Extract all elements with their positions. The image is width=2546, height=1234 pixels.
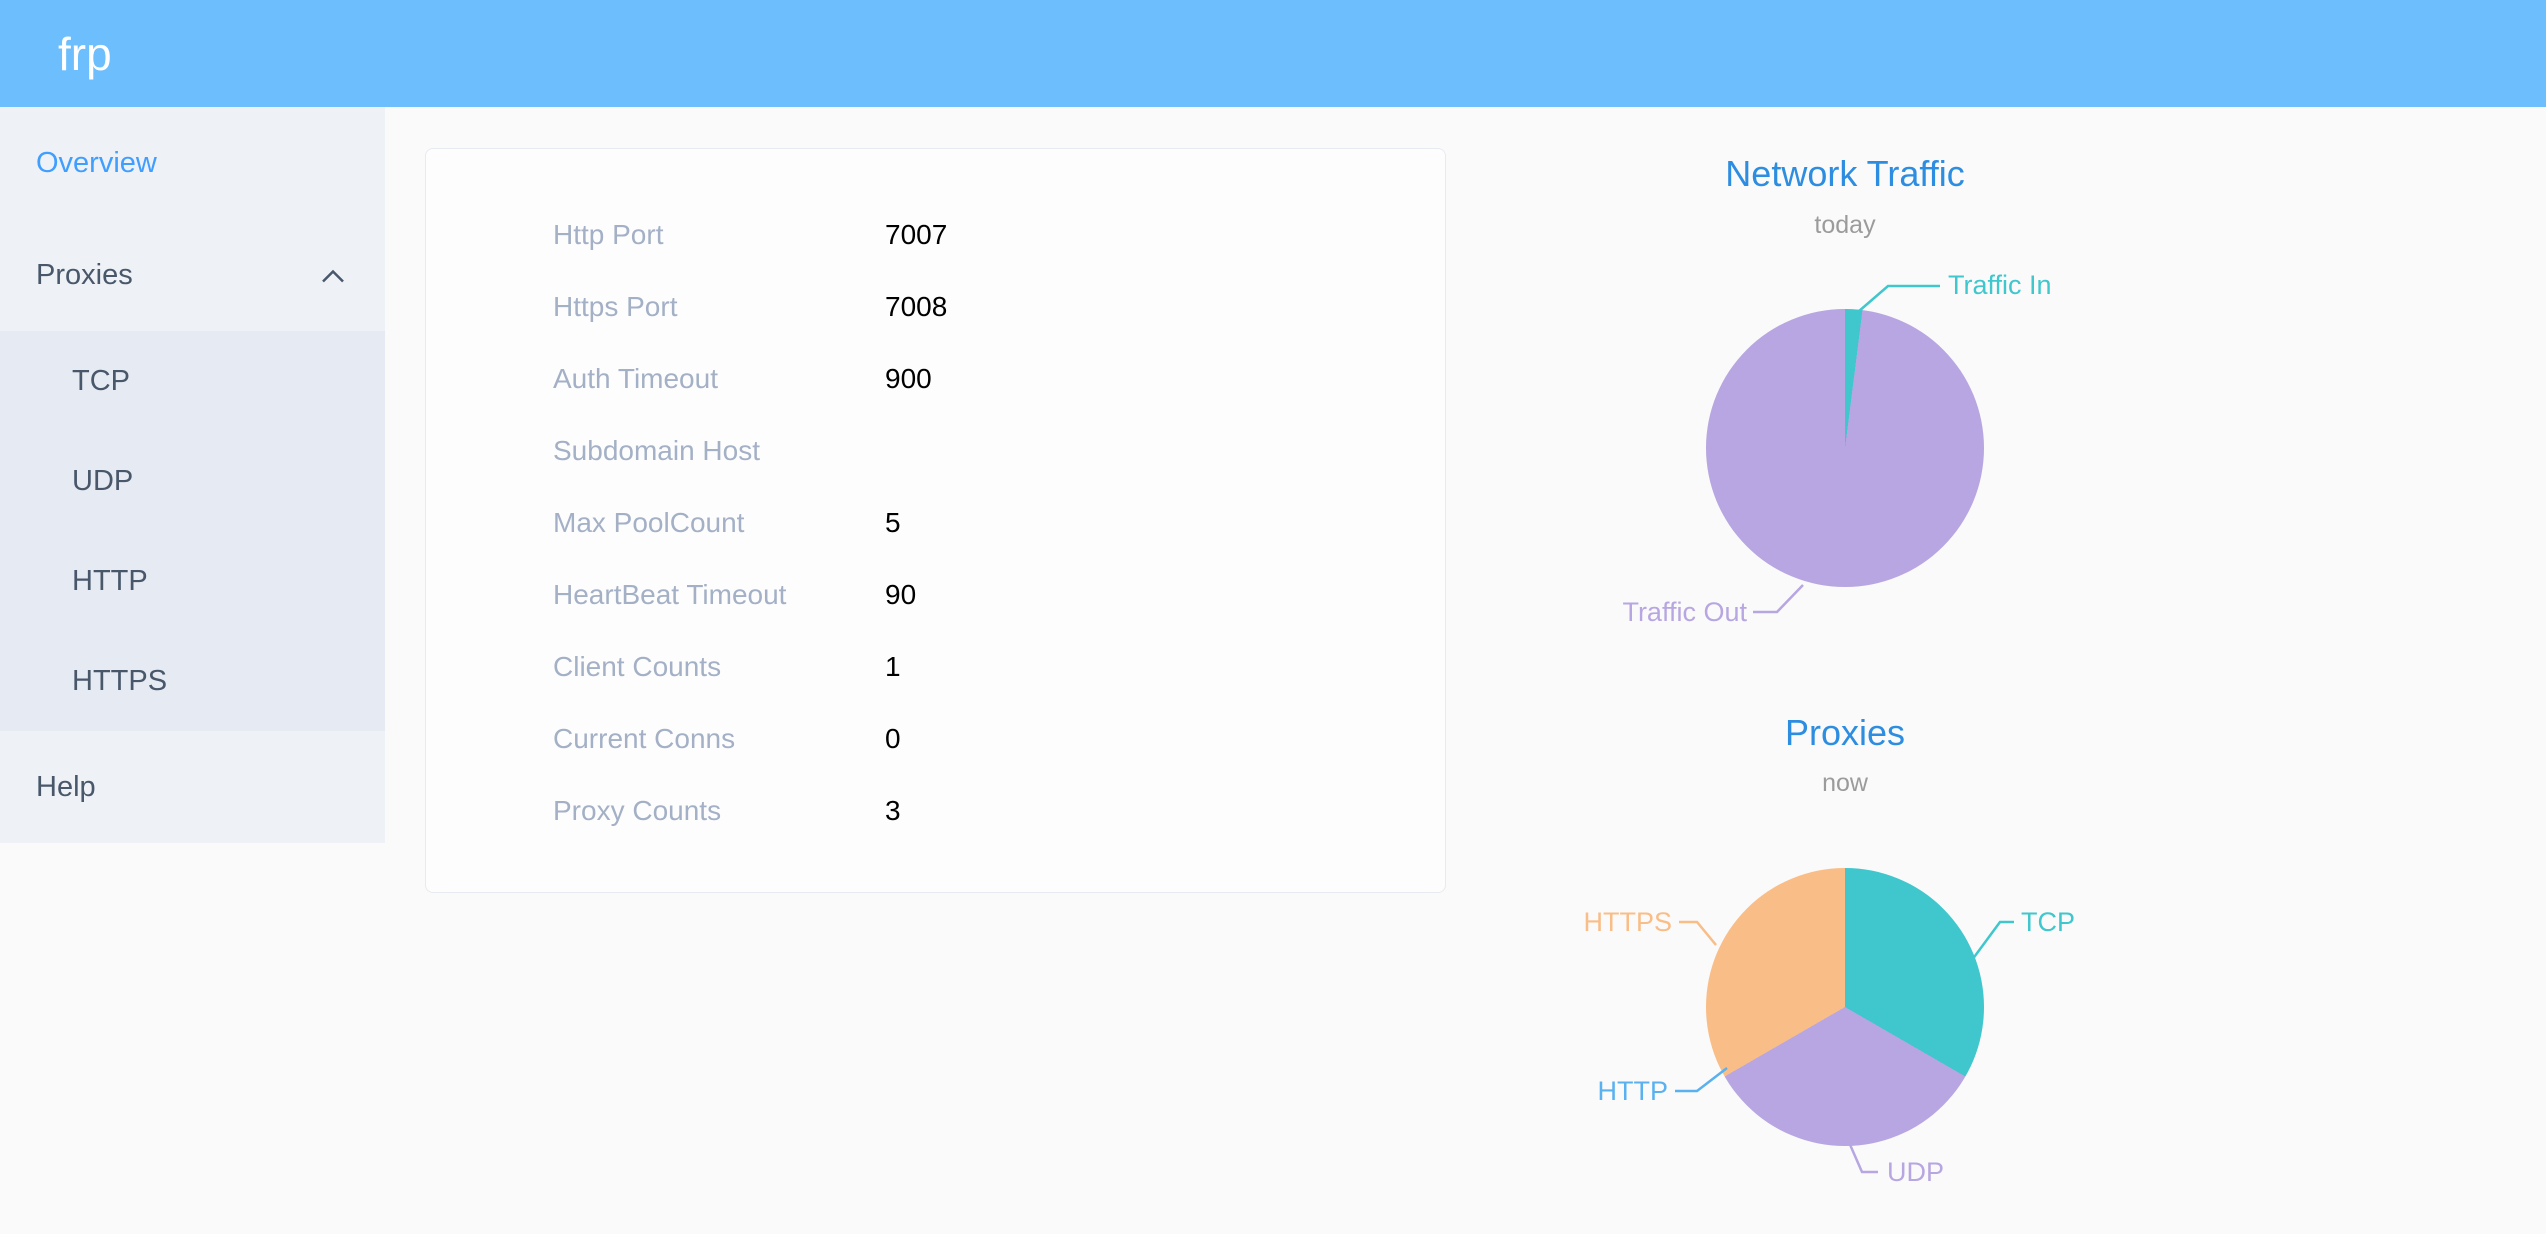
config-label: HeartBeat Timeout [553,579,787,610]
sidebar-item-label: Proxies [36,258,133,291]
sidebar-item-tcp[interactable]: TCP [0,331,385,431]
server-config-card: Http Port 7007 Https Port 7008 Auth Time… [425,148,1446,893]
config-row-http-port: Http Port 7007 [553,199,1445,271]
sidebar-item-http[interactable]: HTTP [0,531,385,631]
config-row-subdomain-host: Subdomain Host [553,415,1445,487]
proxies-subtitle: now [1822,769,1868,797]
config-row-https-port: Https Port 7008 [553,271,1445,343]
config-value: 7008 [885,291,948,322]
config-value: 3 [885,795,901,826]
sidebar-item-udp[interactable]: UDP [0,431,385,531]
config-value: 7007 [885,219,948,250]
chevron-up-icon [321,259,345,292]
traffic-out-callout-line [1753,584,1804,614]
https-label: HTTPS [1583,907,1672,937]
config-label: Max PoolCount [553,507,745,538]
sidebar-item-help[interactable]: Help [0,731,385,843]
proxies-title: Proxies [1784,712,1906,753]
config-row-current-conns: Current Conns 0 [553,703,1445,775]
config-label: Client Counts [553,651,722,682]
config-row-auth-timeout: Auth Timeout 900 [553,343,1445,415]
http-label: HTTP [1597,1076,1669,1106]
network-traffic-title: Network Traffic [1725,153,1965,194]
config-label: Auth Timeout [553,363,718,394]
http-callout-line [1675,1067,1728,1093]
https-callout-line [1679,920,1717,946]
sidebar-item-label: Overview [36,146,157,179]
proxies-pie [1706,868,1984,1146]
config-label: Current Conns [553,723,736,754]
config-value: 90 [885,579,917,610]
sidebar-item-label: HTTP [72,564,148,597]
config-row-proxy-counts: Proxy Counts 3 [553,775,1445,847]
sidebar-item-https[interactable]: HTTPS [0,631,385,731]
sidebar-item-label: HTTPS [72,664,168,697]
sidebar: Overview Proxies TCP UDP HTTP HTTPS Help [0,107,385,843]
app-header: frp [0,0,2546,107]
sidebar-item-label: Help [36,770,96,803]
config-label: Proxy Counts [553,795,722,826]
config-label: Https Port [553,291,678,322]
config-row-heartbeat-timeout: HeartBeat Timeout 90 [553,559,1445,631]
traffic-in-label: Traffic In [1948,270,2052,300]
config-value: 5 [885,507,901,538]
config-label: Http Port [553,219,664,250]
frp-logo: frp [58,27,112,80]
sidebar-item-overview[interactable]: Overview [0,107,385,219]
config-label: Subdomain Host [553,435,761,466]
udp-label: UDP [1887,1157,1945,1187]
sidebar-item-proxies[interactable]: Proxies [0,219,385,331]
tcp-label: TCP [2021,907,2075,937]
network-traffic-subtitle: today [1814,211,1876,239]
proxies-submenu: TCP UDP HTTP HTTPS [0,331,385,731]
sidebar-item-label: UDP [72,464,134,497]
config-value: 1 [885,651,901,682]
config-row-max-poolcount: Max PoolCount 5 [553,487,1445,559]
config-row-client-counts: Client Counts 1 [553,631,1445,703]
tcp-callout-line [1970,920,2014,961]
traffic-out-label: Traffic Out [1622,597,1747,627]
config-value: 0 [885,723,901,754]
config-value: 900 [885,363,932,394]
sidebar-item-label: TCP [72,364,130,397]
network-traffic-pie [1706,309,1984,587]
